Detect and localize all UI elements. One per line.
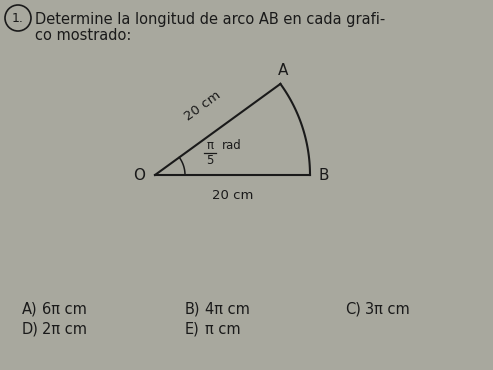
Text: A): A) [22, 302, 37, 317]
Text: B): B) [185, 302, 201, 317]
Text: 3π cm: 3π cm [365, 302, 410, 317]
Text: 20 cm: 20 cm [181, 89, 223, 124]
Text: Determine la longitud de arco AB en cada grafi-: Determine la longitud de arco AB en cada… [35, 12, 385, 27]
Text: 20 cm: 20 cm [212, 189, 253, 202]
Text: A: A [278, 63, 288, 78]
Text: π: π [207, 139, 213, 152]
Text: 4π cm: 4π cm [205, 302, 250, 317]
Text: 1.: 1. [12, 11, 24, 24]
Text: 2π cm: 2π cm [42, 322, 87, 337]
Text: rad: rad [222, 139, 242, 152]
Text: C): C) [345, 302, 361, 317]
Text: 5: 5 [207, 154, 214, 167]
Text: co mostrado:: co mostrado: [35, 28, 131, 43]
Text: 6π cm: 6π cm [42, 302, 87, 317]
Text: π cm: π cm [205, 322, 241, 337]
Text: D): D) [22, 322, 39, 337]
Text: O: O [133, 168, 145, 182]
Text: E): E) [185, 322, 200, 337]
Text: B: B [318, 168, 328, 182]
